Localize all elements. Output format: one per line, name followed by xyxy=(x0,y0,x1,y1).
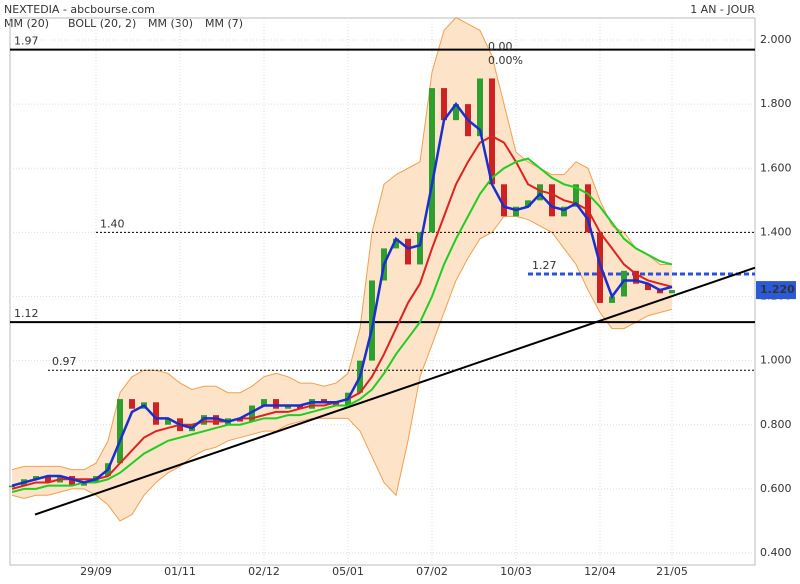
candle xyxy=(297,405,303,409)
plot-frame xyxy=(9,17,756,566)
legend-entry: MM (30) xyxy=(148,17,193,30)
last-price-label: 1.220 xyxy=(760,283,795,296)
level-label: 0.97 xyxy=(52,355,77,368)
candle xyxy=(477,78,483,137)
trendline xyxy=(34,266,756,516)
y-tick-label: 1.000 xyxy=(760,354,792,367)
x-tick-label: 02/12 xyxy=(248,565,280,578)
candle xyxy=(453,104,459,121)
candle xyxy=(417,232,423,265)
candle xyxy=(633,270,639,284)
level-label: 1.12 xyxy=(14,307,39,320)
x-tick-label: 05/01 xyxy=(332,565,364,578)
candle xyxy=(117,399,123,464)
candle xyxy=(33,476,39,480)
legend: MM (20) BOLL (20, 2) MM (30) MM (7) xyxy=(4,17,243,30)
candle xyxy=(237,418,243,422)
candle xyxy=(333,402,339,406)
legend-entry: BOLL (20, 2) xyxy=(68,17,136,30)
x-tick-label: 21/05 xyxy=(656,565,688,578)
candle xyxy=(69,476,75,486)
candle xyxy=(165,418,171,425)
x-tick-label: 29/09 xyxy=(80,565,112,578)
candle xyxy=(9,485,15,488)
x-tick-label: 12/04 xyxy=(584,565,616,578)
candle xyxy=(501,184,507,217)
candle xyxy=(393,238,399,249)
y-tick-label: 1.400 xyxy=(760,225,792,238)
y-tick-label: 1.800 xyxy=(760,97,792,110)
bollinger-line xyxy=(11,215,673,522)
candle xyxy=(405,238,411,265)
y-tick-label: 0.400 xyxy=(760,546,792,559)
candle xyxy=(201,415,207,425)
candle xyxy=(309,399,315,409)
candle xyxy=(525,200,531,207)
candle xyxy=(513,206,519,217)
period: 1 AN - JOUR xyxy=(690,3,755,16)
candle xyxy=(609,296,615,303)
candle xyxy=(213,415,219,425)
candle xyxy=(153,402,159,425)
candle xyxy=(561,206,567,217)
moving-average xyxy=(11,102,673,487)
candle xyxy=(669,290,675,294)
candle xyxy=(321,399,327,403)
candle xyxy=(645,283,651,291)
bollinger-line xyxy=(11,16,672,471)
annotation-value: 0.00 xyxy=(488,40,513,53)
candle xyxy=(129,399,135,409)
candle xyxy=(285,405,291,409)
candle xyxy=(549,184,555,217)
candle xyxy=(369,280,375,361)
candle xyxy=(489,78,495,185)
y-tick-label: 2.000 xyxy=(760,33,792,46)
candle xyxy=(429,88,435,233)
chart-title: NEXTEDIA - abcbourse.com xyxy=(4,3,155,16)
legend-entry: MM (20) xyxy=(4,17,49,30)
level-label: 1.97 xyxy=(14,35,39,48)
bollinger-fill xyxy=(12,17,672,521)
candle xyxy=(621,270,627,297)
candle xyxy=(261,399,267,406)
last-price-box xyxy=(756,281,796,300)
candle xyxy=(657,290,663,294)
level-label: 1.40 xyxy=(100,217,125,230)
candle xyxy=(573,184,579,207)
x-tick-label: 01/11 xyxy=(164,565,196,578)
legend-entry: MM (7) xyxy=(205,17,243,30)
candle xyxy=(249,405,255,422)
level-label: 1.27 xyxy=(532,259,557,272)
candle xyxy=(585,184,591,233)
x-tick-label: 10/03 xyxy=(500,565,532,578)
moving-average xyxy=(11,157,673,494)
candle xyxy=(81,482,87,486)
candle xyxy=(273,399,279,409)
y-tick-label: 1.600 xyxy=(760,161,792,174)
annotation-percent: 0.00% xyxy=(488,54,523,67)
y-tick-label: 0.800 xyxy=(760,418,792,431)
x-tick-label: 07/02 xyxy=(416,565,448,578)
candle xyxy=(441,88,447,121)
candle xyxy=(45,476,51,483)
y-tick-label: 0.600 xyxy=(760,482,792,495)
